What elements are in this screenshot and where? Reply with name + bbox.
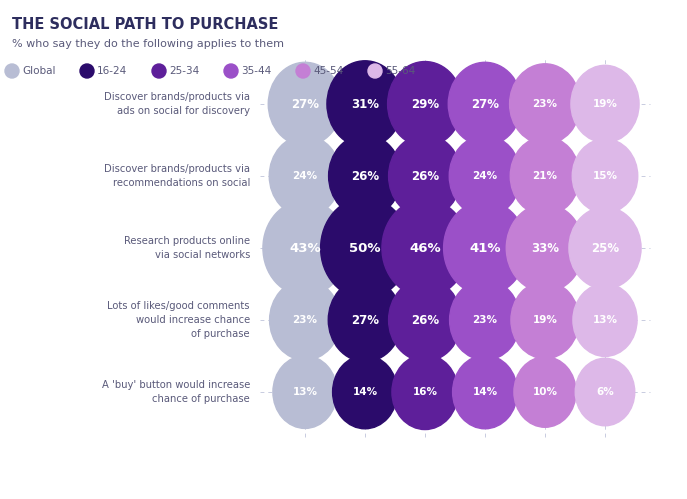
- Text: 55-64: 55-64: [385, 66, 415, 76]
- Ellipse shape: [268, 62, 341, 146]
- Text: Research products online
via social networks: Research products online via social netw…: [124, 236, 250, 260]
- Text: 24%: 24%: [473, 171, 497, 181]
- Ellipse shape: [573, 283, 637, 356]
- Text: 14%: 14%: [352, 387, 378, 397]
- Text: 6%: 6%: [596, 387, 614, 397]
- Ellipse shape: [327, 61, 403, 147]
- Ellipse shape: [572, 139, 638, 213]
- Ellipse shape: [269, 135, 341, 217]
- Ellipse shape: [448, 62, 521, 146]
- Ellipse shape: [514, 357, 576, 427]
- Text: % who say they do the following applies to them: % who say they do the following applies …: [12, 39, 284, 49]
- Ellipse shape: [263, 200, 347, 296]
- Circle shape: [80, 64, 94, 78]
- Text: 45-54: 45-54: [313, 66, 344, 76]
- Circle shape: [296, 64, 310, 78]
- Text: 29%: 29%: [411, 97, 439, 110]
- Ellipse shape: [387, 61, 462, 147]
- Text: 16%: 16%: [412, 387, 438, 397]
- Ellipse shape: [328, 278, 402, 362]
- Text: 16-24: 16-24: [97, 66, 127, 76]
- Text: THE SOCIAL PATH TO PURCHASE: THE SOCIAL PATH TO PURCHASE: [12, 16, 278, 31]
- Circle shape: [368, 64, 382, 78]
- Text: 26%: 26%: [411, 170, 439, 183]
- Text: 14%: 14%: [473, 387, 497, 397]
- Text: 19%: 19%: [532, 315, 557, 325]
- Text: 21%: 21%: [532, 171, 557, 181]
- Text: 27%: 27%: [471, 97, 499, 110]
- Text: 23%: 23%: [473, 315, 497, 325]
- Ellipse shape: [511, 281, 579, 359]
- Text: 35-44: 35-44: [241, 66, 271, 76]
- Text: 43%: 43%: [289, 242, 321, 254]
- Circle shape: [5, 64, 19, 78]
- Text: 19%: 19%: [593, 99, 618, 109]
- Text: 13%: 13%: [293, 387, 317, 397]
- Circle shape: [224, 64, 238, 78]
- Ellipse shape: [569, 207, 641, 289]
- Ellipse shape: [510, 137, 580, 216]
- Ellipse shape: [321, 198, 409, 298]
- Text: 23%: 23%: [532, 99, 557, 109]
- Text: 25-34: 25-34: [169, 66, 199, 76]
- Ellipse shape: [510, 64, 581, 144]
- Text: Discover brands/products via
recommendations on social: Discover brands/products via recommendat…: [104, 164, 250, 188]
- Ellipse shape: [333, 355, 397, 429]
- Text: 27%: 27%: [291, 97, 319, 110]
- Text: 25%: 25%: [591, 242, 619, 254]
- Text: 15%: 15%: [592, 171, 618, 181]
- Ellipse shape: [392, 354, 458, 430]
- Text: Lots of likes/good comments
would increase chance
of purchase: Lots of likes/good comments would increa…: [107, 301, 250, 339]
- Ellipse shape: [273, 356, 337, 429]
- Text: 26%: 26%: [411, 313, 439, 326]
- Text: 24%: 24%: [293, 171, 317, 181]
- Text: 26%: 26%: [351, 170, 379, 183]
- Ellipse shape: [382, 199, 468, 297]
- Ellipse shape: [449, 280, 521, 360]
- Text: 23%: 23%: [293, 315, 317, 325]
- Text: 33%: 33%: [531, 242, 559, 254]
- Text: 27%: 27%: [351, 313, 379, 326]
- Ellipse shape: [389, 135, 462, 218]
- Text: 31%: 31%: [351, 97, 379, 110]
- Text: 13%: 13%: [592, 315, 618, 325]
- Ellipse shape: [453, 355, 517, 429]
- Text: Discover brands/products via
ads on social for discovery: Discover brands/products via ads on soci…: [104, 92, 250, 116]
- Ellipse shape: [506, 204, 584, 292]
- Ellipse shape: [328, 135, 401, 218]
- Text: A 'buy' button would increase
chance of purchase: A 'buy' button would increase chance of …: [102, 380, 250, 404]
- Ellipse shape: [444, 201, 526, 295]
- Text: 50%: 50%: [349, 242, 381, 254]
- Text: 10%: 10%: [532, 387, 557, 397]
- Ellipse shape: [575, 358, 635, 426]
- Circle shape: [152, 64, 166, 78]
- Ellipse shape: [269, 280, 341, 360]
- Ellipse shape: [389, 278, 462, 361]
- Ellipse shape: [571, 65, 639, 143]
- Text: 41%: 41%: [469, 242, 501, 254]
- Text: 46%: 46%: [409, 242, 441, 254]
- Text: Global: Global: [22, 66, 56, 76]
- Ellipse shape: [449, 135, 521, 217]
